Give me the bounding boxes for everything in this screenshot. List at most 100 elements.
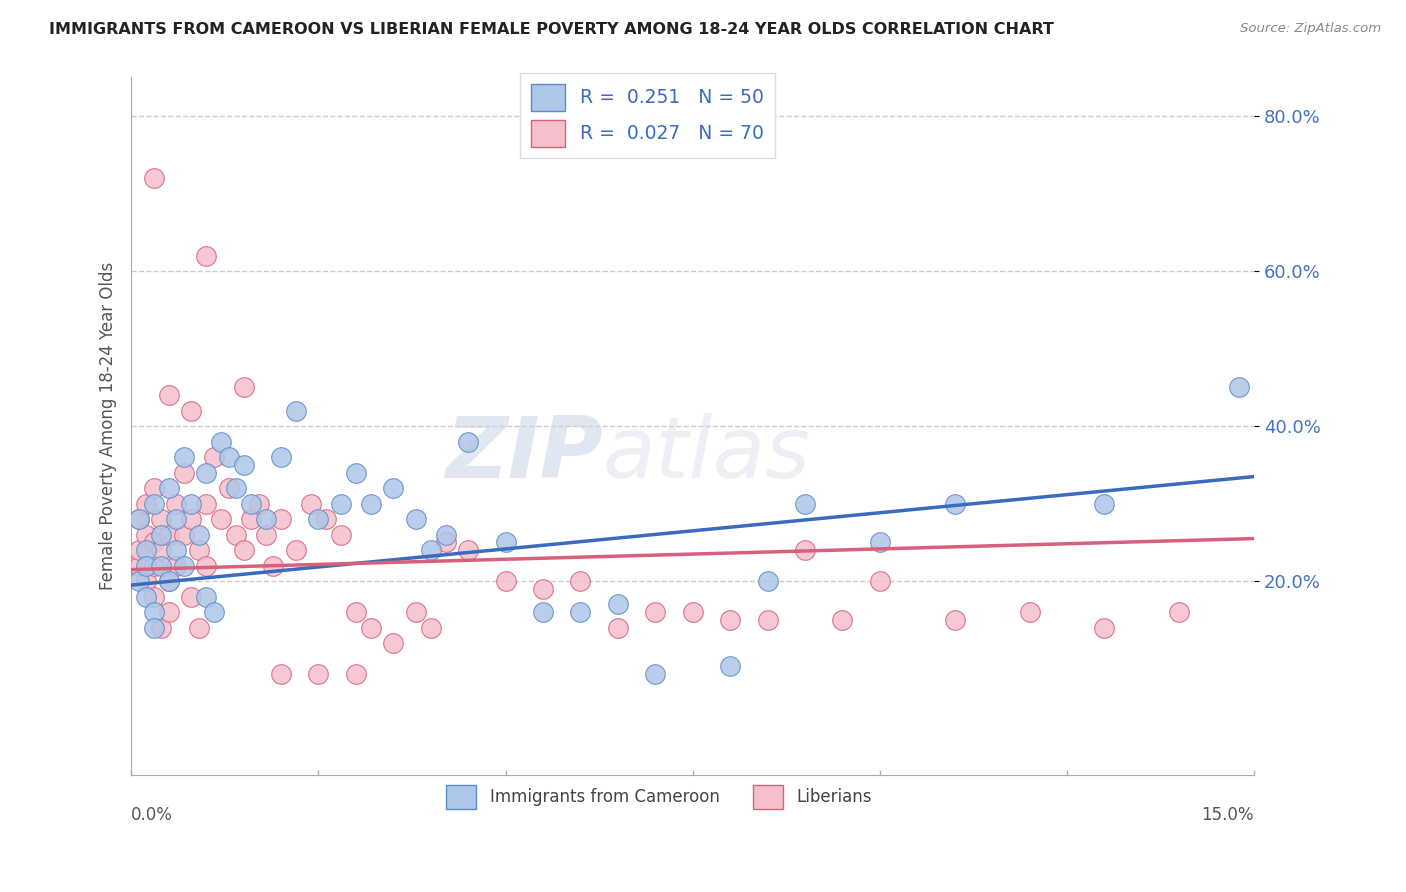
Point <box>180 403 202 417</box>
Point <box>150 621 173 635</box>
Point <box>263 558 285 573</box>
Point <box>135 497 157 511</box>
Point <box>943 613 966 627</box>
Text: 0.0%: 0.0% <box>131 806 173 824</box>
Point <box>299 497 322 511</box>
Point <box>157 605 180 619</box>
Point <box>240 497 263 511</box>
Point <box>718 613 741 627</box>
Point <box>644 605 666 619</box>
Point <box>254 512 277 526</box>
Point <box>135 574 157 589</box>
Point <box>173 527 195 541</box>
Point <box>495 574 517 589</box>
Point <box>218 450 240 465</box>
Point <box>225 481 247 495</box>
Point <box>756 574 779 589</box>
Point <box>943 497 966 511</box>
Point <box>531 605 554 619</box>
Point <box>195 466 218 480</box>
Point <box>869 535 891 549</box>
Point <box>128 543 150 558</box>
Point <box>495 535 517 549</box>
Point <box>218 481 240 495</box>
Point <box>756 613 779 627</box>
Point <box>247 497 270 511</box>
Text: atlas: atlas <box>603 413 811 496</box>
Point <box>569 605 592 619</box>
Point <box>307 512 329 526</box>
Point <box>150 527 173 541</box>
Point <box>1092 621 1115 635</box>
Point <box>135 590 157 604</box>
Point <box>142 171 165 186</box>
Text: 15.0%: 15.0% <box>1202 806 1254 824</box>
Point <box>682 605 704 619</box>
Point <box>157 527 180 541</box>
Point <box>135 527 157 541</box>
Point <box>284 403 307 417</box>
Point <box>360 497 382 511</box>
Point <box>434 527 457 541</box>
Point <box>128 574 150 589</box>
Point <box>142 497 165 511</box>
Point <box>1092 497 1115 511</box>
Point <box>150 512 173 526</box>
Point <box>329 527 352 541</box>
Point <box>344 466 367 480</box>
Point <box>419 621 441 635</box>
Point <box>195 558 218 573</box>
Point <box>225 527 247 541</box>
Point <box>405 605 427 619</box>
Point <box>187 621 209 635</box>
Point <box>270 667 292 681</box>
Point <box>344 605 367 619</box>
Point <box>869 574 891 589</box>
Point <box>232 458 254 472</box>
Point <box>187 543 209 558</box>
Point <box>150 543 173 558</box>
Point <box>173 466 195 480</box>
Point <box>195 590 218 604</box>
Point <box>150 558 173 573</box>
Point <box>644 667 666 681</box>
Point <box>142 558 165 573</box>
Point <box>135 543 157 558</box>
Point <box>254 527 277 541</box>
Point <box>315 512 337 526</box>
Point <box>1018 605 1040 619</box>
Point <box>165 497 187 511</box>
Point <box>165 543 187 558</box>
Point <box>142 535 165 549</box>
Point <box>284 543 307 558</box>
Point <box>173 558 195 573</box>
Point <box>209 512 232 526</box>
Point <box>232 380 254 394</box>
Point <box>142 481 165 495</box>
Point <box>1227 380 1250 394</box>
Point <box>142 590 165 604</box>
Point <box>128 512 150 526</box>
Point <box>180 512 202 526</box>
Point <box>382 481 405 495</box>
Point <box>187 527 209 541</box>
Point <box>531 582 554 596</box>
Point <box>180 497 202 511</box>
Text: IMMIGRANTS FROM CAMEROON VS LIBERIAN FEMALE POVERTY AMONG 18-24 YEAR OLDS CORREL: IMMIGRANTS FROM CAMEROON VS LIBERIAN FEM… <box>49 22 1054 37</box>
Point <box>180 590 202 604</box>
Point <box>606 598 628 612</box>
Point <box>142 605 165 619</box>
Point <box>794 497 817 511</box>
Point <box>240 512 263 526</box>
Point <box>457 434 479 449</box>
Point <box>270 512 292 526</box>
Point <box>457 543 479 558</box>
Point <box>202 605 225 619</box>
Point <box>569 574 592 589</box>
Text: Source: ZipAtlas.com: Source: ZipAtlas.com <box>1240 22 1381 36</box>
Point <box>270 450 292 465</box>
Legend: Immigrants from Cameroon, Liberians: Immigrants from Cameroon, Liberians <box>440 779 879 815</box>
Point <box>157 574 180 589</box>
Point <box>329 497 352 511</box>
Point <box>382 636 405 650</box>
